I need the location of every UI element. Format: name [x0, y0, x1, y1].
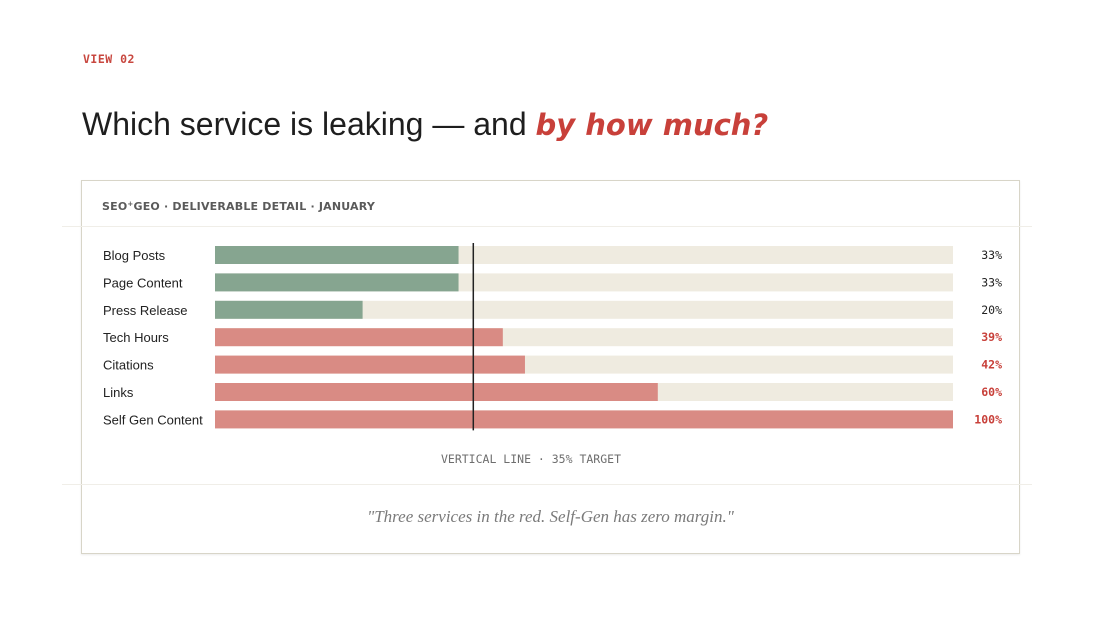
- category-label: Tech Hours: [103, 330, 169, 345]
- footer-divider: [62, 484, 1032, 485]
- value-label: 100%: [974, 412, 1002, 426]
- bar: [215, 273, 459, 292]
- title-text: Which service is leaking — and: [82, 106, 536, 142]
- category-label: Page Content: [103, 275, 183, 290]
- view-label: VIEW 02: [83, 52, 135, 66]
- bar: [215, 246, 459, 264]
- value-label: 42%: [981, 358, 1002, 372]
- value-label: 60%: [981, 385, 1002, 399]
- brand-geo: GEO: [133, 200, 160, 213]
- title-accent: by how much?: [535, 108, 769, 142]
- chart-panel: SEO+GEO · DELIVERABLE DETAIL · JANUARY B…: [62, 180, 1032, 554]
- brand-seo: SEO: [102, 200, 128, 213]
- value-label: 33%: [981, 275, 1002, 289]
- bar-chart: Blog Posts 33% Page Content 33% Press Releas…: [103, 243, 1002, 466]
- bar: [215, 355, 525, 374]
- category-label: Self Gen Content: [103, 412, 203, 427]
- panel-subtitle: · DELIVERABLE DETAIL · JANUARY: [159, 200, 376, 213]
- bar-track: [215, 300, 953, 319]
- category-label: Blog Posts: [103, 248, 166, 263]
- panel-header: SEO+GEO · DELIVERABLE DETAIL · JANUARY: [102, 200, 375, 213]
- category-label: Citations: [103, 358, 154, 373]
- bar: [215, 328, 503, 347]
- category-label: Press Release: [103, 303, 188, 318]
- bar: [215, 383, 658, 401]
- bar: [215, 410, 953, 429]
- chart-caption: "Three services in the red. Self-Gen has…: [367, 507, 734, 526]
- value-label: 33%: [981, 248, 1002, 262]
- page-title: Which service is leaking — and by how mu…: [82, 106, 768, 143]
- bar: [215, 300, 363, 319]
- value-label: 20%: [981, 303, 1002, 317]
- category-label: Links: [103, 385, 134, 400]
- brand-mark-icon: +: [127, 200, 134, 208]
- value-label: 39%: [981, 330, 1002, 344]
- target-label: VERTICAL LINE · 35% TARGET: [441, 452, 621, 466]
- header-divider: [62, 226, 1032, 227]
